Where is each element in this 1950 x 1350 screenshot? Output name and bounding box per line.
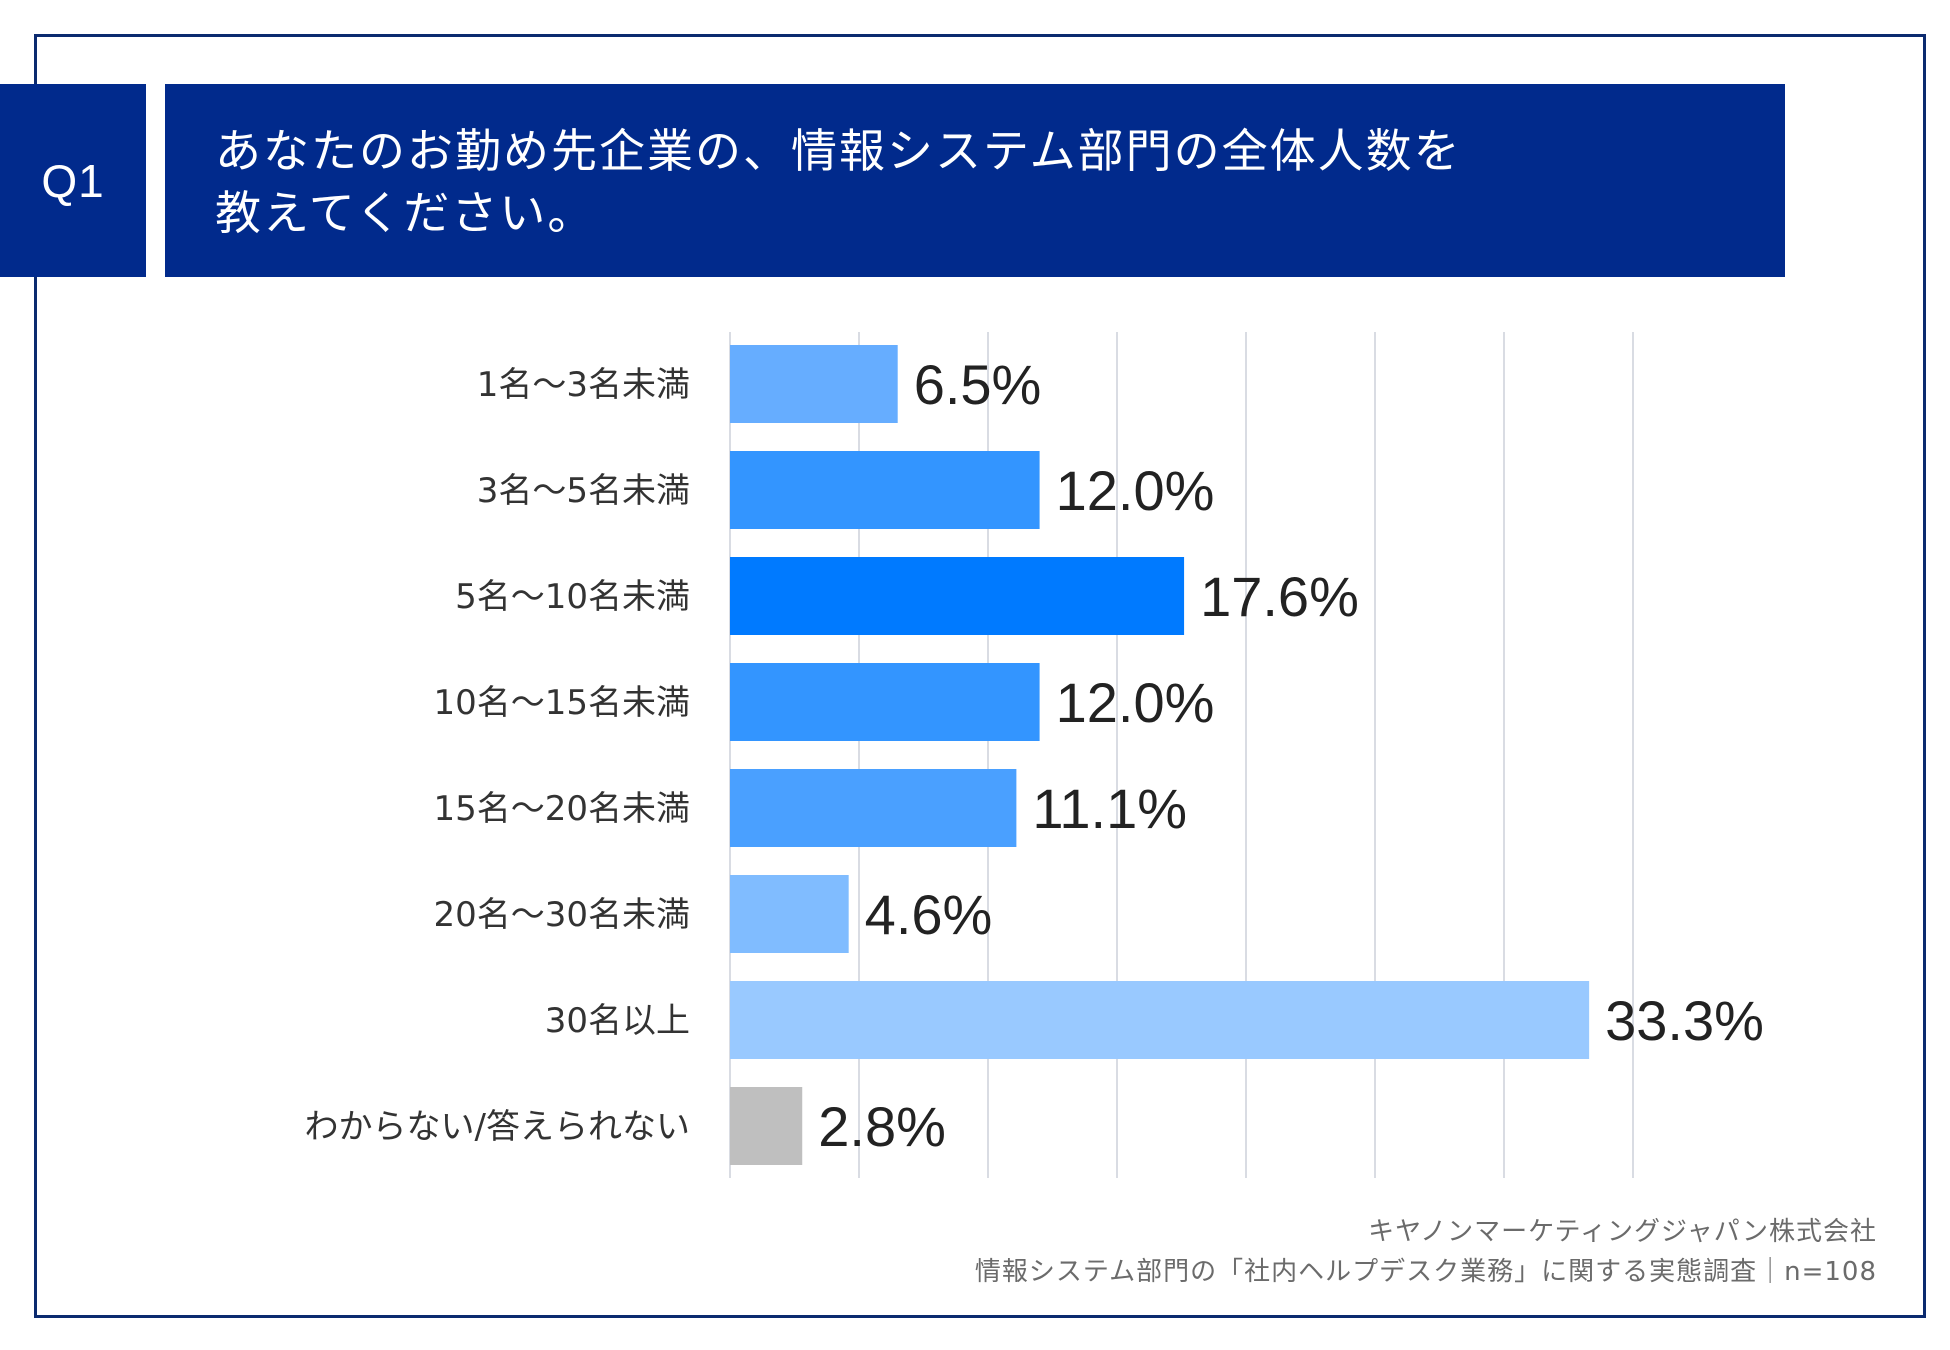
bar-1 (730, 451, 1040, 529)
value-label-5: 4.6% (865, 883, 993, 946)
bar-7 (730, 1087, 803, 1165)
category-labels: 1名〜3名未満 3名〜5名未満 5名〜10名未満 10名〜15名未満 15名〜20名未満… (305, 365, 690, 1147)
chart-frame (34, 34, 1926, 1318)
value-label-2: 17.6% (1200, 565, 1359, 628)
category-label-7: わからない/答えられない (305, 1107, 690, 1147)
value-labels: 6.5%12.0%17.6%12.0%11.1%4.6%33.3%2.8% (818, 353, 1764, 1158)
category-label-3: 10名〜15名未満 (433, 683, 690, 723)
question-badge: Q1 (0, 84, 146, 277)
footer-company: キヤノンマーケティングジャパン株式会社 (1368, 1217, 1877, 1247)
category-label-2: 5名〜10名未満 (455, 577, 690, 617)
bar-2 (730, 557, 1185, 635)
question-banner: あなたのお勤め先企業の、情報システム部門の全体人数を 教えてください。 (165, 84, 1785, 277)
footer-survey: 情報システム部門の「社内ヘルプデスク業務」に関する実態調査｜n=108 (974, 1257, 1877, 1287)
value-label-7: 2.8% (818, 1095, 946, 1158)
question-line-1: あなたのお勤め先企業の、情報システム部門の全体人数を (215, 124, 1462, 178)
category-label-4: 15名〜20名未満 (433, 789, 690, 829)
bar-5 (730, 875, 849, 953)
value-label-0: 6.5% (914, 353, 1042, 416)
bar-6 (730, 981, 1590, 1059)
category-label-5: 20名〜30名未満 (433, 895, 690, 935)
bar-3 (730, 663, 1040, 741)
value-label-6: 33.3% (1605, 989, 1764, 1052)
value-label-4: 11.1% (1032, 777, 1187, 840)
bar-4 (730, 769, 1017, 847)
category-label-1: 3名〜5名未満 (477, 471, 690, 511)
category-label-6: 30名以上 (545, 1001, 690, 1041)
bars (730, 345, 1590, 1165)
value-label-3: 12.0% (1056, 671, 1215, 734)
category-label-0: 1名〜3名未満 (477, 365, 690, 405)
source-footer: キヤノンマーケティングジャパン株式会社 情報システム部門の「社内ヘルプデスク業務… (975, 1212, 1877, 1292)
value-label-1: 12.0% (1056, 459, 1215, 522)
bar-0 (730, 345, 898, 423)
question-line-2: 教えてください。 (215, 186, 596, 240)
